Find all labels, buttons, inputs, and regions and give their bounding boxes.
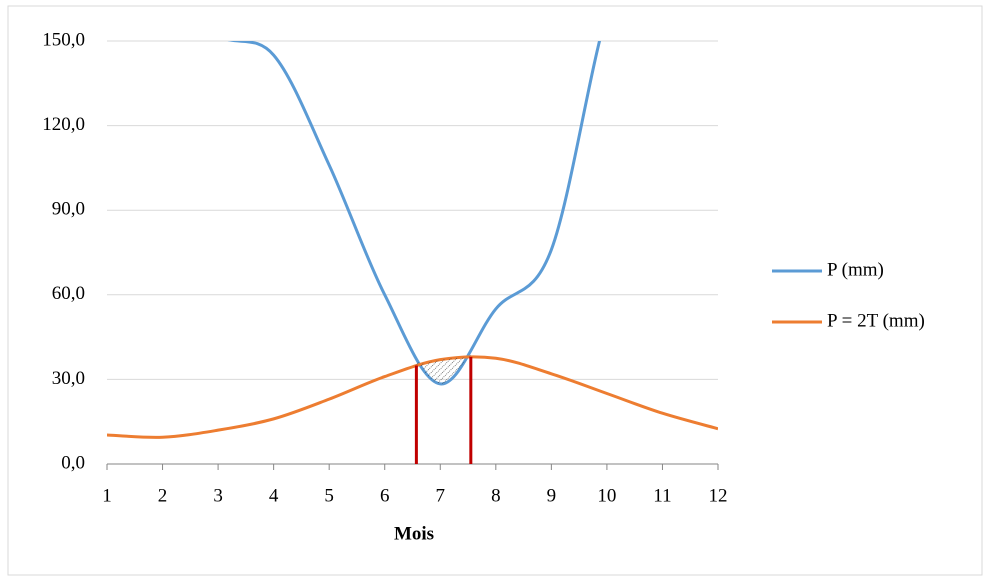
y-tick-label: 150,0 (42, 29, 85, 50)
x-tick-label: 4 (269, 485, 279, 506)
x-tick-label: 7 (436, 485, 446, 506)
series-line (228, 41, 602, 386)
legend-label: P (mm) (827, 259, 884, 280)
x-tick-label: 3 (213, 485, 223, 506)
y-tick-label: 90,0 (52, 199, 85, 220)
y-tick-label: 60,0 (52, 283, 85, 304)
x-axis-label: Mois (394, 523, 434, 544)
x-tick-label: 10 (597, 485, 616, 506)
x-tick-label: 6 (380, 485, 390, 506)
legend-label: P = 2T (mm) (827, 310, 925, 331)
x-tick-label: 9 (547, 485, 557, 506)
y-tick-label: 30,0 (52, 368, 85, 389)
x-tick-label: 11 (653, 485, 671, 506)
x-tick-label: 5 (324, 485, 334, 506)
dry-period-hatch (416, 350, 471, 384)
plot-area (107, 41, 718, 439)
x-tick-label: 8 (491, 485, 501, 506)
x-tick-label: 1 (102, 485, 112, 506)
y-tick-label: 0,0 (61, 452, 85, 473)
x-tick-label: 12 (709, 485, 728, 506)
x-tick-label: 2 (158, 485, 168, 506)
series-line (107, 355, 718, 439)
y-tick-label: 120,0 (42, 114, 85, 135)
chart-frame (7, 5, 983, 576)
